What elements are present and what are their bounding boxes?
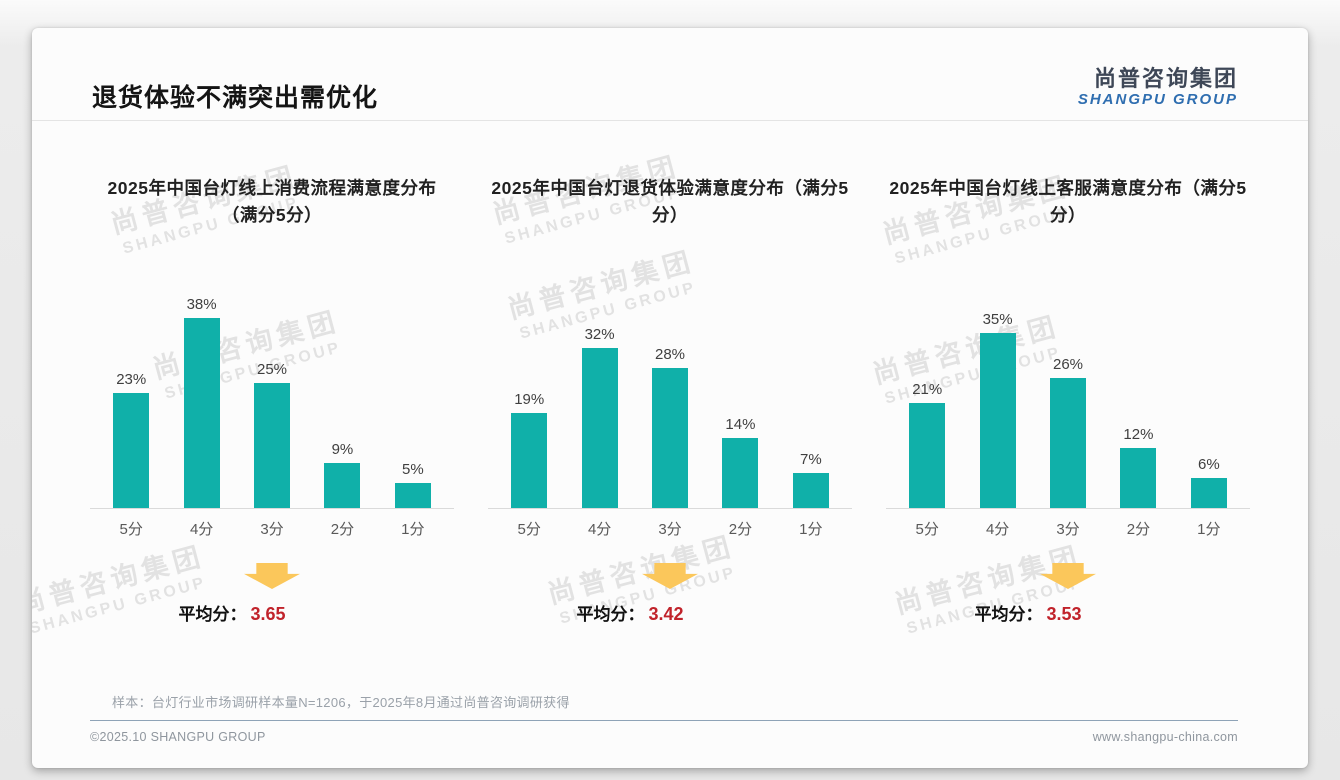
slide: 尚普咨询集团 SHANGPU GROUP 尚普咨询集团 SHANGPU GROUP 尚普… [32, 28, 1308, 768]
bar [909, 403, 946, 508]
x-axis-labels: 5分 4分 3分 2分 1分 [90, 509, 454, 539]
bar-group: 25% [237, 361, 307, 508]
category-label: 4分 [985, 521, 1010, 538]
page-title: 退货体验不满突出需优化 [92, 84, 379, 112]
bar-group: 6% [1174, 456, 1244, 508]
category-label: 5分 [119, 521, 143, 538]
bar-group: 21% [892, 381, 962, 508]
bar-value-label: 7% [799, 451, 822, 468]
bar-group: 19% [494, 391, 564, 508]
bar-value-label: 38% [186, 296, 217, 313]
bar-plot-area: 23% 38% 25% 9% 5% [90, 296, 454, 509]
down-arrow-icon [642, 563, 698, 589]
bar [581, 348, 618, 508]
chart-title: 2025年中国台灯线上客服满意度分布（满分5分） [889, 178, 1247, 226]
average-label: 平均分： [974, 605, 1043, 624]
category-label: 4分 [587, 521, 612, 538]
bar-group: 23% [96, 371, 166, 508]
bar [1120, 448, 1157, 508]
chart-title: 2025年中国台灯退货体验满意度分布（满分5分） [491, 178, 849, 226]
x-axis-labels: 5分 4分 3分 2分 1分 [886, 509, 1250, 539]
average-value: 3.65 [250, 604, 286, 624]
average-label: 平均分： [178, 605, 247, 624]
bar-value-label: 35% [982, 311, 1013, 328]
x-axis-labels: 5分 4分 3分 2分 1分 [488, 509, 852, 539]
bar-value-label: 25% [257, 361, 288, 378]
average-label: 平均分： [576, 605, 645, 624]
category-label: 2分 [330, 521, 355, 538]
bar-value-label: 23% [116, 371, 147, 388]
chart-title: 2025年中国台灯线上消费流程满意度分布（满分5分） [107, 178, 437, 226]
average-value: 3.53 [1046, 604, 1082, 624]
bar [324, 463, 361, 508]
bar-group: 9% [307, 441, 377, 508]
bar-group: 32% [564, 326, 634, 508]
bar-group: 7% [776, 451, 846, 508]
bar [394, 483, 431, 508]
bar-value-label: 21% [912, 381, 943, 398]
bar [254, 383, 291, 508]
bar-value-label: 32% [584, 326, 615, 343]
bar [1050, 378, 1087, 508]
logo-chinese-name: 尚普咨询集团 [1093, 66, 1238, 91]
chart-consumption-process: 2025年中国台灯线上消费流程满意度分布（满分5分） 23% 38% 25% 9% 5%… [90, 175, 454, 625]
bar-group: 14% [705, 416, 775, 508]
bar-value-label: 9% [331, 441, 354, 458]
chart-return-experience: 2025年中国台灯退货体验满意度分布（满分5分） 19% 32% 28% 14% 7% … [488, 175, 852, 625]
category-label: 3分 [658, 521, 682, 538]
logo-english-name: SHANGPU GROUP [1077, 91, 1238, 109]
bar-value-label: 14% [725, 416, 756, 433]
bar-value-label: 28% [655, 346, 686, 363]
down-arrow-icon [1040, 563, 1096, 589]
slide-footer: 样本：台灯行业市场调研样本量N=1206，于2025年8月通过尚普咨询调研获得 … [90, 692, 1238, 744]
category-label: 5分 [915, 521, 939, 538]
bar-group: 5% [378, 461, 448, 508]
bar-value-label: 12% [1123, 426, 1154, 443]
bar-plot-area: 21% 35% 26% 12% 6% [886, 297, 1250, 509]
bar-group: 38% [166, 296, 236, 508]
average-score-row: 平均分： 3.65 [50, 600, 414, 625]
bar [113, 393, 150, 508]
category-label: 2分 [1126, 521, 1151, 538]
charts-row: 2025年中国台灯线上消费流程满意度分布（满分5分） 23% 38% 25% 9% 5%… [32, 175, 1308, 625]
bar-value-label: 6% [1197, 456, 1220, 473]
company-logo: 尚普咨询集团 SHANGPU GROUP [1078, 66, 1238, 109]
bar [183, 318, 220, 508]
category-label: 1分 [799, 521, 823, 538]
bar-value-label: 19% [514, 391, 545, 408]
bar-group: 26% [1033, 356, 1103, 508]
category-label: 3分 [260, 521, 284, 538]
bar-group: 28% [635, 346, 705, 508]
bar [652, 368, 689, 508]
category-label: 5分 [517, 521, 541, 538]
average-score-row: 平均分： 3.53 [846, 600, 1210, 625]
average-score-row: 平均分： 3.42 [448, 600, 812, 625]
copyright-text: ©2025.10 SHANGPU GROUP [90, 730, 266, 744]
bar-group: 12% [1103, 426, 1173, 508]
slide-header: 退货体验不满突出需优化 尚普咨询集团 SHANGPU GROUP [32, 28, 1308, 121]
bar [1190, 478, 1227, 508]
bar-value-label: 5% [401, 461, 424, 478]
bar [979, 333, 1016, 508]
category-label: 4分 [189, 521, 214, 538]
category-label: 3分 [1056, 521, 1080, 538]
category-label: 1分 [401, 521, 425, 538]
bar-plot-area: 19% 32% 28% 14% 7% [488, 297, 852, 509]
bar-value-label: 26% [1053, 356, 1084, 373]
footer-divider [90, 720, 1238, 721]
category-label: 2分 [728, 521, 753, 538]
website-text: www.shangpu-china.com [1092, 730, 1238, 744]
down-arrow-icon [244, 563, 300, 589]
bar [792, 473, 829, 508]
bar-group: 35% [962, 311, 1032, 508]
category-label: 1分 [1197, 521, 1221, 538]
sample-footnote: 样本：台灯行业市场调研样本量N=1206，于2025年8月通过尚普咨询调研获得 [112, 695, 570, 710]
chart-customer-service: 2025年中国台灯线上客服满意度分布（满分5分） 21% 35% 26% 12% 6% … [886, 175, 1250, 625]
bar [511, 413, 548, 508]
bar [722, 438, 759, 508]
average-value: 3.42 [648, 604, 684, 624]
